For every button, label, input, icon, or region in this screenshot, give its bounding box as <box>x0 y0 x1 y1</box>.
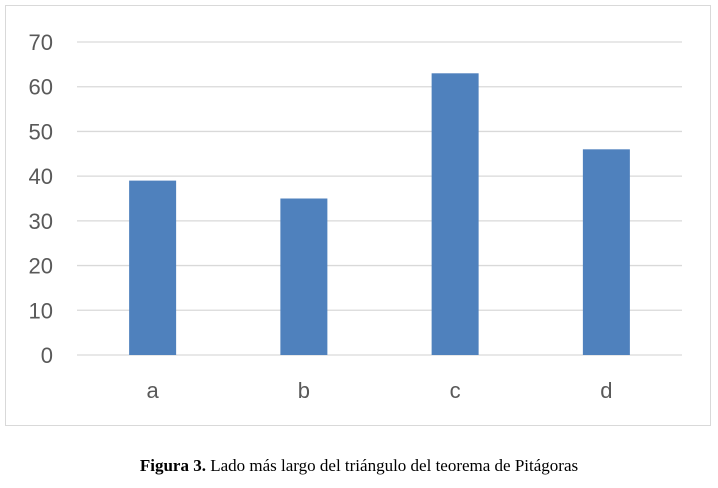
y-tick-label: 30 <box>29 209 53 234</box>
bars <box>129 73 630 356</box>
bar-a <box>129 180 177 355</box>
figure-caption-text: Lado más largo del triángulo del teorema… <box>205 456 579 475</box>
y-tick-label: 50 <box>29 119 53 144</box>
x-category-label: b <box>298 378 310 403</box>
bar-chart: 0 10 20 30 40 50 60 70 a b c d <box>29 30 682 403</box>
x-category-label: a <box>147 378 160 403</box>
x-axis-categories: a b c d <box>147 378 613 403</box>
y-tick-label: 10 <box>29 298 53 323</box>
bar-d <box>582 149 630 355</box>
y-tick-label: 40 <box>29 164 53 189</box>
y-tick-label: 0 <box>41 343 53 368</box>
y-tick-label: 70 <box>29 30 53 55</box>
figure-caption: Figura 3. Lado más largo del triángulo d… <box>0 456 718 476</box>
y-tick-label: 60 <box>29 75 53 100</box>
x-category-label: d <box>600 378 612 403</box>
gridlines <box>77 41 682 356</box>
bar-b <box>280 198 328 355</box>
y-axis-ticks: 0 10 20 30 40 50 60 70 <box>29 30 53 368</box>
figure-label: Figura 3. <box>139 456 206 475</box>
y-tick-label: 20 <box>29 254 53 279</box>
chart-frame: 0 10 20 30 40 50 60 70 a b c d <box>5 5 711 426</box>
x-category-label: c <box>450 378 461 403</box>
bar-c <box>431 73 479 356</box>
